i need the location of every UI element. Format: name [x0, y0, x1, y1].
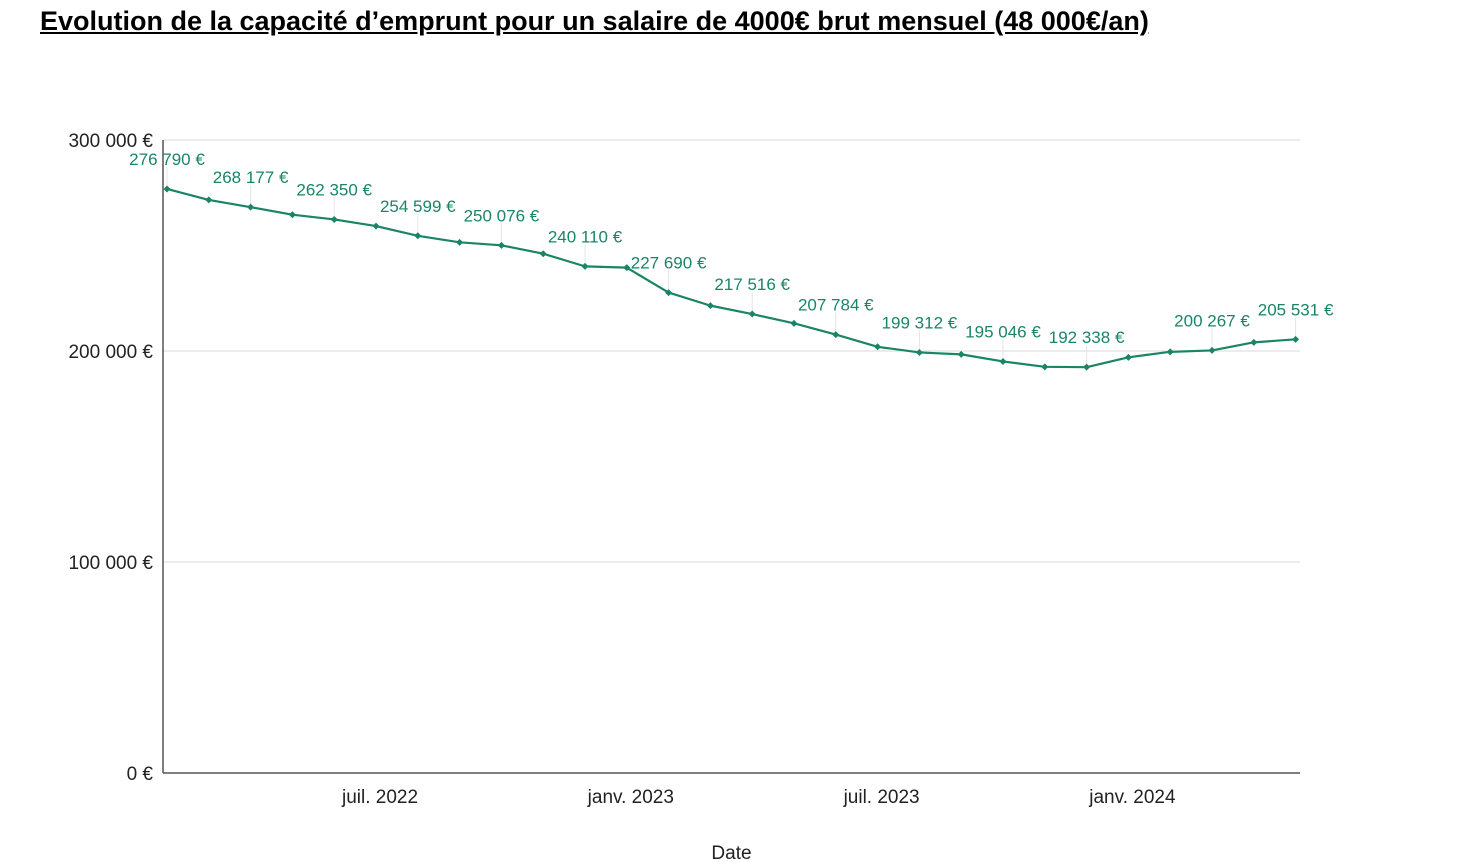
data-point — [874, 343, 882, 351]
data-label: 199 312 € — [882, 313, 958, 332]
x-tick-label: juil. 2023 — [843, 787, 920, 808]
y-tick-label: 200 000 € — [68, 342, 153, 363]
data-point — [1124, 353, 1132, 361]
data-point — [414, 232, 422, 240]
data-point — [832, 331, 840, 339]
data-label: 254 599 € — [380, 197, 456, 216]
y-tick-label: 0 € — [127, 764, 154, 785]
data-point — [915, 348, 923, 356]
x-axis-title: Date — [711, 843, 751, 862]
data-point — [1166, 348, 1174, 356]
data-label: 276 790 € — [129, 150, 205, 169]
data-point — [581, 262, 589, 270]
data-point — [497, 241, 505, 249]
data-point — [163, 185, 171, 193]
data-label: 262 350 € — [296, 180, 372, 199]
data-label: 195 046 € — [965, 322, 1041, 341]
data-point — [1083, 363, 1091, 371]
data-point — [790, 319, 798, 327]
data-point — [706, 302, 714, 310]
data-point — [330, 215, 338, 223]
data-point — [999, 357, 1007, 365]
chart-title: Evolution de la capacité d’emprunt pour … — [40, 6, 1149, 36]
data-point — [1250, 338, 1258, 346]
x-tick-label: juil. 2022 — [341, 787, 418, 808]
data-point — [205, 196, 213, 204]
series-line — [166, 187, 1296, 369]
y-tick-label: 100 000 € — [68, 553, 153, 574]
data-label: 217 516 € — [714, 275, 790, 294]
data-point — [748, 310, 756, 318]
data-label: 250 076 € — [464, 206, 540, 225]
data-label: 268 177 € — [213, 168, 289, 187]
data-label: 207 784 € — [798, 296, 874, 315]
data-point — [247, 203, 255, 211]
data-point — [623, 264, 631, 272]
data-label: 200 267 € — [1174, 311, 1250, 330]
data-point — [665, 289, 673, 297]
x-tick-label: janv. 2024 — [1088, 787, 1176, 808]
data-point — [1208, 346, 1216, 354]
data-point — [1292, 335, 1300, 343]
x-tick-label: janv. 2023 — [587, 787, 674, 808]
data-label: 205 531 € — [1258, 300, 1334, 319]
data-point — [1041, 363, 1049, 371]
data-point — [456, 238, 464, 246]
data-label: 240 110 € — [548, 227, 623, 246]
data-point — [539, 250, 547, 258]
data-label: 227 690 € — [631, 254, 707, 273]
data-point — [288, 211, 296, 219]
data-point — [957, 350, 965, 358]
data-point — [372, 222, 380, 230]
data-label: 192 338 € — [1049, 328, 1125, 347]
y-tick-label: 300 000 € — [68, 131, 153, 152]
